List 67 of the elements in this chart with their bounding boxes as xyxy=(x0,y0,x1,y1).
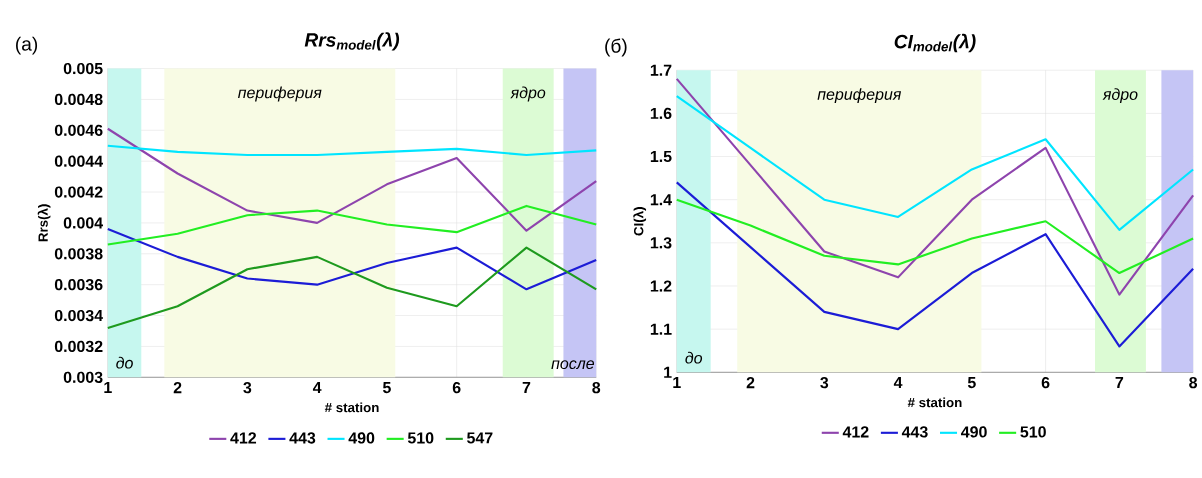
x-tick-label: 3 xyxy=(243,381,252,394)
y-tick-label: 0.005 xyxy=(63,62,103,75)
y-tick-label: 0.0038 xyxy=(54,248,103,260)
x-tick-label: 8 xyxy=(592,381,601,394)
x-tick-label: 8 xyxy=(1189,376,1198,389)
legend-label: 547 xyxy=(467,432,493,444)
line-series xyxy=(106,246,598,329)
band-label: после xyxy=(551,360,595,369)
y-tick-label: 0.0036 xyxy=(54,278,103,291)
y-tick-label: 0.0046 xyxy=(54,124,103,136)
band-label: периферия xyxy=(238,86,322,102)
band-label: периферия xyxy=(817,88,902,104)
x-tick-label: 6 xyxy=(1041,376,1050,389)
text: (a) xyxy=(16,36,38,55)
line-series xyxy=(106,127,598,232)
legend-label: 412 xyxy=(842,426,869,438)
x-axis-title: # station xyxy=(324,402,379,413)
x-tick-label: 2 xyxy=(746,376,755,389)
x-tick-label: 6 xyxy=(452,381,461,394)
band-label: ядро xyxy=(1102,88,1138,104)
band-label: до xyxy=(116,356,133,369)
y-tick-label: 1 xyxy=(664,366,672,378)
y-tick-label: 1.1 xyxy=(650,323,672,335)
legend-label: 443 xyxy=(901,426,928,438)
x-tick-label: 7 xyxy=(522,381,531,393)
line-series xyxy=(675,77,1195,296)
line-series xyxy=(106,204,598,246)
x-tick-label: 1 xyxy=(104,381,112,393)
y-tick-label: 0.0032 xyxy=(54,340,103,353)
band-label: до xyxy=(685,351,703,364)
x-tick-label: 5 xyxy=(967,376,976,389)
band-label: ядро xyxy=(510,86,546,102)
y-tick-label: 0.004 xyxy=(63,217,104,229)
y-tick-label: 1.6 xyxy=(650,107,672,119)
line-series xyxy=(106,144,598,157)
y-axis-title: Rrs(λ) xyxy=(37,204,51,242)
x-tick-label: 7 xyxy=(1115,376,1124,388)
legend-label: 490 xyxy=(348,432,375,444)
x-tick-label: 5 xyxy=(382,381,391,394)
x-axis-title: # station xyxy=(907,397,962,408)
text: (б) xyxy=(605,38,627,57)
y-axis-title: CI(λ) xyxy=(633,207,647,236)
chart-title: Rrs$_{model}$(λ) xyxy=(304,32,400,51)
y-tick-label: 0.0048 xyxy=(54,93,103,106)
chart-title: CI$_{model}$(λ) xyxy=(894,33,976,53)
y-tick-label: 0.0034 xyxy=(54,309,104,322)
legend-label: 443 xyxy=(289,432,316,444)
x-tick-label: 2 xyxy=(173,381,182,394)
line-series xyxy=(675,181,1195,348)
legend-label: 510 xyxy=(407,432,434,444)
y-tick-label: 1.5 xyxy=(650,150,672,163)
legend-label: 510 xyxy=(1020,426,1046,438)
x-tick-label: 4 xyxy=(893,376,903,388)
line-series xyxy=(675,198,1195,275)
y-tick-label: 1.3 xyxy=(650,237,672,249)
y-tick-label: 1.7 xyxy=(650,64,672,76)
x-tick-label: 4 xyxy=(312,381,322,393)
x-tick-label: 1 xyxy=(673,376,681,388)
line-series xyxy=(106,227,598,291)
x-tick-label: 3 xyxy=(820,376,829,389)
y-tick-label: 0.003 xyxy=(63,371,103,383)
y-tick-label: 0.0044 xyxy=(54,155,104,167)
legend-label: 490 xyxy=(961,426,987,438)
legend-label: 412 xyxy=(230,432,257,444)
y-tick-label: 1.2 xyxy=(650,280,672,292)
y-tick-label: 0.0042 xyxy=(54,186,103,198)
y-tick-label: 1.4 xyxy=(650,194,672,206)
